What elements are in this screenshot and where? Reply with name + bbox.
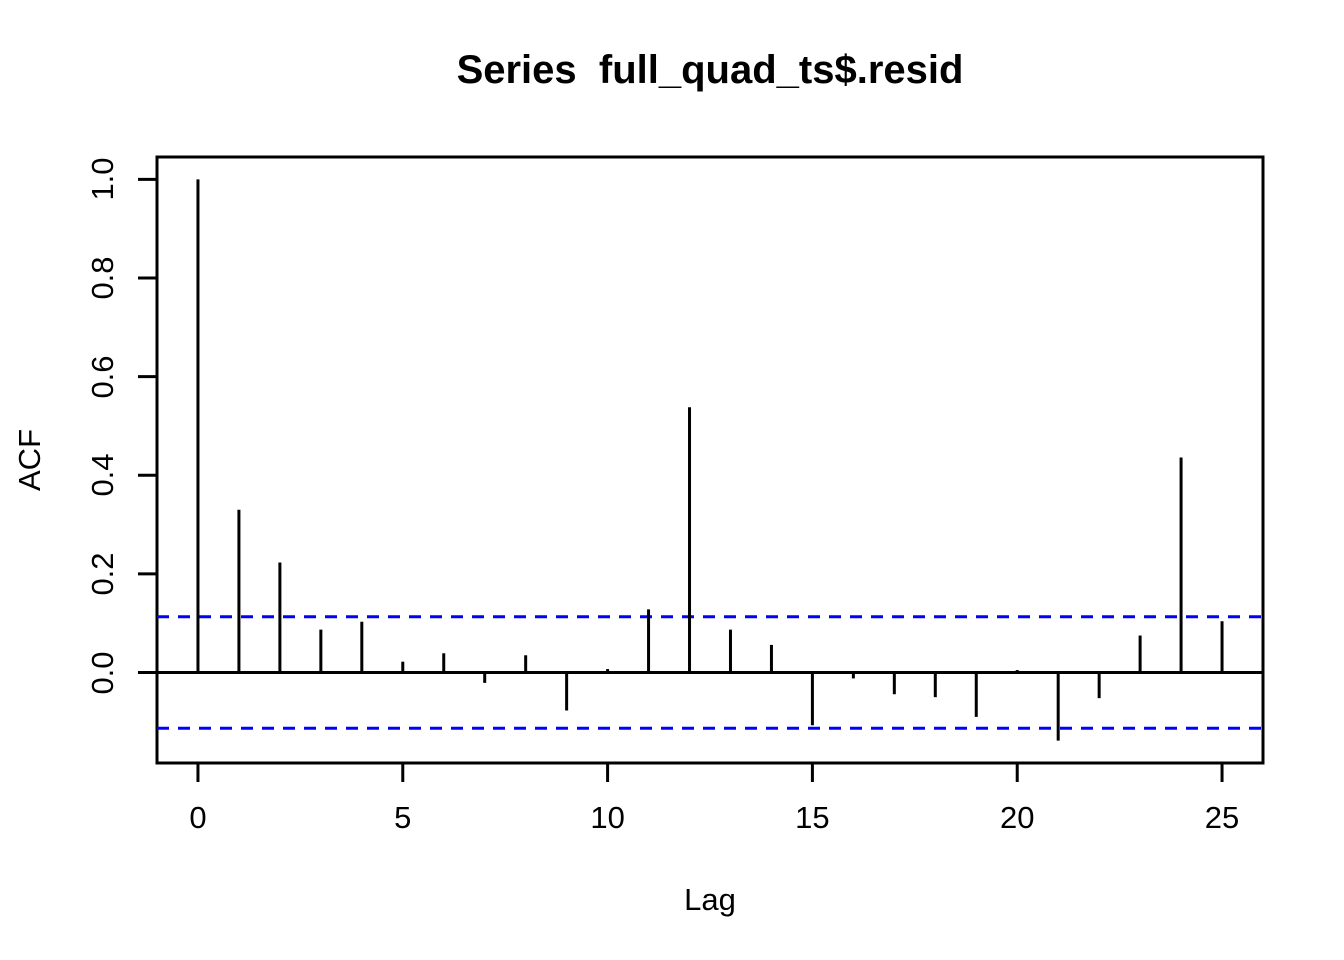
x-tick-label-25: 25 — [1204, 800, 1240, 835]
x-tick-label-15: 15 — [795, 800, 830, 835]
x-tick-label-10: 10 — [590, 800, 625, 835]
chart-title: Series full_quad_ts$.resid — [456, 48, 964, 92]
plot-box — [155, 155, 1265, 765]
x-axis-title: Lag — [684, 882, 736, 917]
x-tick-label-20: 20 — [999, 800, 1035, 835]
x-tick-label-0: 0 — [189, 800, 207, 835]
x-tick-label-5: 5 — [394, 800, 412, 835]
